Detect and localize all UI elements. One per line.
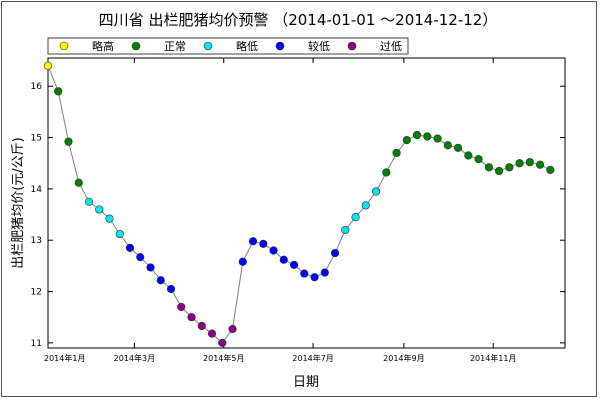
data-point — [125, 243, 135, 253]
data-point — [95, 205, 104, 214]
data-point — [536, 160, 545, 169]
legend-label: 较低 — [308, 39, 330, 53]
x-axis: 2014年1月 2014年3月 2014年5月 2014年7月 2014年9月 2014年… — [44, 58, 517, 363]
data-point — [269, 246, 278, 255]
legend-marker — [347, 41, 357, 51]
data-point — [402, 136, 411, 145]
y-tick-label: 16 — [31, 82, 43, 92]
data-point — [361, 201, 370, 210]
data-point — [197, 321, 206, 331]
x-tick-label: 2014年9月 — [383, 353, 424, 363]
data-point — [525, 158, 534, 167]
data-point — [105, 214, 114, 223]
data-point — [433, 134, 442, 143]
y-axis: 11 12 13 14 15 16 — [31, 82, 565, 349]
price-series — [43, 61, 555, 347]
x-tick-label: 2014年7月 — [292, 353, 333, 363]
data-point — [54, 87, 63, 96]
data-point — [341, 225, 350, 235]
data-point — [259, 239, 268, 248]
x-tick-label: 2014年3月 — [114, 353, 155, 363]
data-point — [136, 253, 145, 262]
y-tick-label: 12 — [31, 288, 42, 298]
legend-marker — [131, 41, 141, 51]
x-tick-label: 2014年1月 — [44, 353, 85, 363]
data-point — [64, 137, 73, 146]
data-point — [392, 148, 401, 158]
y-tick-label: 15 — [31, 134, 42, 144]
data-point — [187, 313, 196, 322]
x-tick-label: 2014年5月 — [203, 353, 244, 363]
data-point — [382, 168, 391, 177]
legend-label: 略高 — [92, 39, 114, 53]
data-point — [115, 229, 124, 239]
data-point — [412, 130, 422, 140]
data-point — [166, 284, 176, 294]
x-tick-label: 2014年11月 — [470, 353, 517, 363]
data-point — [218, 338, 227, 347]
chart-title: 四川省 出栏肥猪均价预警 （2014-01-01 ～2014-12-12） — [99, 11, 498, 29]
legend-marker — [59, 41, 69, 51]
data-point — [84, 197, 94, 206]
data-point — [351, 213, 360, 222]
data-point — [177, 302, 186, 312]
data-point — [300, 269, 309, 278]
y-tick-label: 11 — [31, 339, 42, 349]
x-axis-label: 日期 — [293, 375, 319, 390]
data-point — [484, 163, 493, 172]
data-point — [505, 163, 514, 172]
data-point — [310, 273, 319, 282]
data-point — [546, 165, 555, 174]
legend: 略高 正常 略低 较低 过低 — [47, 37, 409, 55]
data-point — [371, 187, 381, 196]
y-axis-label: 出栏肥猪均价(元/公斤) — [11, 137, 26, 269]
legend-box — [47, 37, 409, 55]
data-point — [43, 61, 53, 70]
legend-label: 过低 — [380, 40, 402, 53]
data-point — [74, 178, 83, 187]
plot-area — [47, 57, 566, 349]
legend-marker — [203, 41, 213, 51]
data-point — [474, 155, 483, 164]
legend-marker — [275, 41, 285, 51]
data-point — [464, 151, 473, 160]
legend-label: 略低 — [236, 39, 258, 53]
data-point — [238, 257, 247, 266]
legend-label: 正常 — [164, 40, 186, 53]
data-point — [330, 248, 340, 258]
y-tick-label: 14 — [31, 185, 43, 195]
y-tick-label: 13 — [31, 236, 42, 246]
data-point — [207, 329, 217, 338]
data-point — [156, 276, 165, 285]
data-point — [515, 159, 524, 168]
data-point — [146, 263, 155, 272]
data-point — [289, 260, 299, 269]
data-point — [443, 141, 452, 150]
data-point — [228, 324, 237, 334]
data-point — [423, 132, 432, 141]
data-point — [279, 255, 288, 264]
data-point — [494, 166, 504, 176]
data-point — [320, 268, 329, 277]
data-point — [248, 237, 258, 246]
data-point — [453, 143, 463, 152]
